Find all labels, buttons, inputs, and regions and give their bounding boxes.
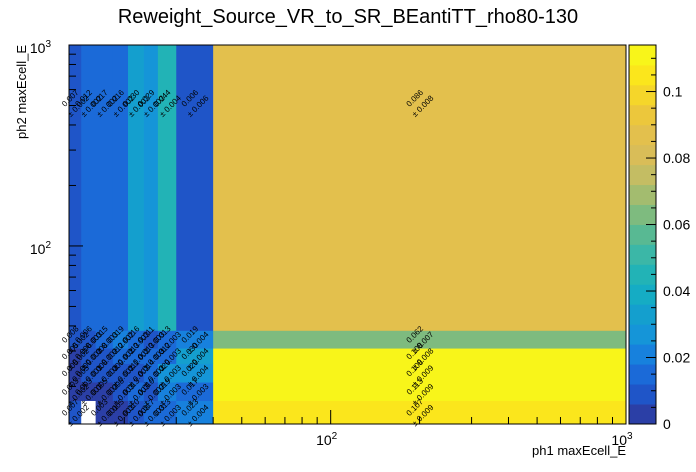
heatmap-cell-r4-c0 [69, 330, 82, 349]
axes: 102 103 102 103 [30, 39, 633, 448]
heatmap-cell-r5-c6 [157, 45, 177, 331]
colorbar-segment [629, 64, 656, 86]
heatmap-cell-r4-c1 [81, 330, 97, 349]
heatmap-cell-r0-c8 [213, 400, 627, 425]
chart-title: Reweight_Source_VR_to_SR_BEantiTT_rho80-… [117, 6, 579, 28]
y-tick-label: 102 [30, 240, 52, 257]
heatmap-cell-r5-c3 [112, 45, 129, 331]
heatmap-cell-r2-c0 [69, 363, 82, 383]
colorbar-segment [629, 404, 656, 425]
colorbar-segment [629, 104, 656, 126]
heatmap-cell-r5-c2 [95, 45, 114, 331]
x-axis-label: ph1 maxEcell_E [532, 443, 626, 458]
heatmap-cell-r3-c5 [143, 348, 159, 364]
colorbar-segment [629, 344, 656, 365]
heatmap-cell-r2-c5 [143, 363, 159, 383]
colorbar-segment [629, 204, 656, 225]
heatmap-cell-r5-c8 [213, 45, 627, 331]
heatmap-cell-r3-c7 [176, 348, 214, 364]
heatmap-cell-r5-c7 [176, 45, 214, 331]
heatmap-cell-r5-c1 [81, 45, 97, 331]
plot-frame [68, 44, 627, 425]
heatmap-cell-r4-c5 [143, 330, 159, 349]
heatmap-cell-r0-c2 [95, 400, 114, 425]
heatmap-cell-r5-c5 [143, 45, 159, 331]
colorbar-segment [629, 164, 656, 186]
heatmap-cell-r2-c8 [213, 363, 627, 383]
heatmap-cell-r0-c4 [128, 400, 145, 425]
colorbar-segment [629, 244, 656, 265]
heatmap-cell-r1-c1 [81, 382, 97, 401]
heatmap-cell-r1-c2 [95, 382, 114, 401]
colorbar-frame [628, 44, 657, 425]
heatmap-cell-r4-c8 [213, 330, 627, 349]
heatmap-cell-r2-c3 [112, 363, 129, 383]
heatmap-cell-r3-c0 [69, 348, 82, 364]
heatmap-cell-r2-c7 [176, 363, 214, 383]
heatmap-cell-r5-c4 [128, 45, 145, 331]
colorbar: 0 0.02 0.04 0.06 0.08 0.1 [628, 44, 690, 432]
heatmap-cell-r4-c4 [128, 330, 145, 349]
heatmap-cell-r0-c1 [81, 400, 97, 425]
heatmap-cell-r2-c6 [157, 363, 177, 383]
heatmap-cell-r1-c8 [213, 382, 627, 401]
heatmap-cell-r1-c3 [112, 382, 129, 401]
heatmap-cell-r3-c1 [81, 348, 97, 364]
colorbar-segment [629, 45, 656, 66]
colorbar-segment [629, 224, 656, 245]
heatmap-cell-r3-c6 [157, 348, 177, 364]
heatmap-cell-r4-c6 [157, 330, 177, 349]
heatmap-cell-r2-c4 [128, 363, 145, 383]
heatmap-cell-r5-c0 [69, 45, 82, 331]
heatmap-cell-r3-c8 [213, 348, 627, 364]
colorbar-segment [629, 364, 656, 385]
heatmap-cells [69, 45, 627, 425]
colorbar-segment [629, 144, 656, 166]
heatmap-cell-r1-c6 [157, 382, 177, 401]
y-axis-label: ph2 maxEcell_E [14, 45, 29, 139]
heatmap-cell-r4-c2 [95, 330, 114, 349]
heatmap-cell-r3-c3 [112, 348, 129, 364]
heatmap-cell-r0-c5 [143, 400, 159, 425]
colorbar-tick-label: 0.08 [663, 150, 690, 166]
colorbar-segment [629, 304, 656, 325]
colorbar-segment [629, 184, 656, 205]
heatmap-cell-r2-c2 [95, 363, 114, 383]
heatmap-cell-r3-c2 [95, 348, 114, 364]
y-tick-label: 103 [30, 39, 52, 56]
colorbar-tick-label: 0.04 [663, 283, 690, 299]
heatmap-cell-r2-c1 [81, 363, 97, 383]
heatmap-cell-r3-c4 [128, 348, 145, 364]
colorbar-tick-label: 0.06 [663, 217, 690, 233]
heatmap-cell-r4-c3 [112, 330, 129, 349]
heatmap-cell-r0-c7 [176, 400, 214, 425]
heatmap-cell-r0-c0 [69, 400, 82, 425]
heatmap-cell-r0-c6 [157, 400, 177, 425]
colorbar-segment [629, 84, 656, 106]
x-tick-label: 102 [316, 431, 338, 448]
heatmap-cell-r1-c7 [176, 382, 214, 401]
colorbar-tick-label: 0.02 [663, 350, 690, 366]
colorbar-segment [629, 324, 656, 345]
colorbar-tick-label: 0.1 [663, 84, 683, 100]
heatmap-cell-r1-c5 [143, 382, 159, 401]
colorbar-tick-label: 0 [663, 416, 671, 432]
heatmap-cell-r1-c4 [128, 382, 145, 401]
heatmap-cell-r4-c7 [176, 330, 214, 349]
colorbar-segment [629, 284, 656, 305]
colorbar-segment [629, 124, 656, 146]
x-tick-label: 103 [611, 431, 633, 448]
colorbar-segment [629, 384, 656, 405]
colorbar-segment [629, 264, 656, 285]
